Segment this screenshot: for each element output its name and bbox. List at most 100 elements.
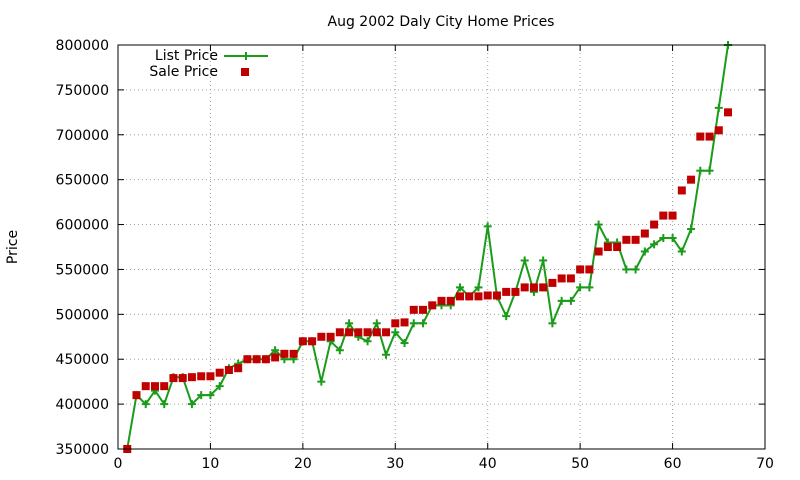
data-point-list-price (659, 234, 668, 243)
data-point-sale-price (557, 274, 566, 283)
data-point-list-price (400, 339, 409, 348)
data-point-sale-price (206, 372, 215, 381)
data-point-list-price (317, 377, 326, 386)
data-point-sale-price (372, 328, 381, 337)
data-point-list-price (455, 283, 464, 292)
data-point-sale-price (335, 328, 344, 337)
y-tick-label: 350000 (56, 442, 109, 458)
data-point-sale-price (178, 374, 187, 383)
data-point-sale-price (141, 382, 150, 391)
x-tick-label: 30 (386, 456, 404, 472)
data-point-sale-price (455, 292, 464, 301)
legend: List Price Sale Price (149, 48, 268, 80)
data-point-sale-price (419, 305, 428, 314)
grid (118, 45, 765, 449)
data-point-sale-price (317, 332, 326, 341)
data-point-sale-price (150, 382, 159, 391)
y-tick-label: 650000 (56, 173, 109, 189)
data-point-sale-price (308, 337, 317, 346)
y-tick-label: 550000 (56, 262, 109, 278)
data-point-sale-price (724, 108, 733, 117)
data-point-sale-price (298, 337, 307, 346)
data-point-list-price (382, 350, 391, 359)
data-point-sale-price (492, 291, 501, 300)
data-point-sale-price (613, 243, 622, 251)
data-point-list-price (271, 346, 280, 355)
data-point-sale-price (234, 364, 243, 373)
data-point-sale-price (631, 235, 640, 244)
data-point-sale-price (252, 355, 261, 364)
data-point-list-price (566, 296, 575, 305)
data-point-sale-price (585, 265, 594, 274)
legend-marker-list-price (242, 52, 250, 60)
data-point-sale-price (483, 291, 492, 300)
data-point-list-price (141, 400, 150, 409)
data-point-sale-price (261, 355, 270, 364)
data-point-list-price (640, 247, 649, 256)
data-point-list-price (714, 103, 723, 112)
data-point-list-price (520, 256, 529, 265)
data-point-list-price (197, 391, 206, 400)
data-point-list-price (557, 296, 566, 305)
data-point-sale-price (187, 373, 196, 382)
series-line-list-price (126, 44, 729, 450)
data-point-list-price (345, 319, 354, 328)
data-point-list-price (187, 400, 196, 409)
data-point-list-price (363, 337, 372, 346)
data-point-sale-price (576, 265, 585, 274)
data-point-list-price (206, 391, 215, 400)
data-point-sale-price (529, 283, 538, 292)
data-point-sale-price (714, 126, 723, 135)
plot-area (123, 41, 733, 453)
x-tick-label: 10 (202, 456, 220, 472)
data-point-list-price (548, 319, 557, 328)
data-point-sale-price (502, 287, 511, 296)
y-tick-label: 450000 (56, 352, 109, 368)
data-point-list-price (391, 328, 400, 337)
x-tick-label: 40 (479, 456, 497, 472)
y-tick-label: 750000 (56, 83, 109, 99)
legend-label-sale-price: Sale Price (149, 64, 218, 80)
data-point-list-price (668, 234, 677, 243)
axis-ticks (117, 44, 766, 450)
data-point-sale-price (400, 318, 409, 327)
x-tick-label: 60 (664, 456, 682, 472)
y-tick-labels: 350000 400000 450000 500000 550000 600000 6500… (56, 38, 109, 458)
data-point-sale-price (668, 211, 677, 220)
chart-title: Aug 2002 Daly City Home Prices (328, 14, 555, 30)
data-point-sale-price (271, 353, 280, 362)
data-point-sale-price (548, 278, 557, 287)
data-point-sale-price (446, 296, 455, 305)
data-point-sale-price (437, 296, 446, 305)
data-point-list-price (696, 166, 705, 175)
data-point-list-price (622, 265, 631, 274)
data-point-list-price (372, 319, 381, 328)
data-point-list-price (483, 222, 492, 231)
y-tick-label: 800000 (56, 38, 109, 54)
data-point-sale-price (659, 211, 668, 220)
data-point-sale-price (215, 368, 224, 377)
data-point-sale-price (224, 365, 233, 374)
data-point-list-price (419, 319, 428, 328)
x-tick-label: 0 (114, 456, 123, 472)
data-point-sale-price (363, 328, 372, 337)
data-point-list-price (502, 312, 511, 321)
data-point-sale-price (539, 283, 548, 292)
data-point-sale-price (428, 301, 437, 310)
data-point-list-price (539, 256, 548, 265)
data-point-list-price (215, 382, 224, 391)
data-point-sale-price (566, 274, 575, 283)
data-point-sale-price (197, 372, 206, 381)
data-point-sale-price (289, 349, 298, 358)
y-tick-label: 600000 (56, 218, 109, 234)
data-point-list-price (631, 265, 640, 274)
data-point-list-price (576, 283, 585, 292)
x-tick-label: 50 (571, 456, 589, 472)
x-tick-label: 20 (294, 456, 312, 472)
data-point-sale-price (391, 319, 400, 328)
data-point-sale-price (354, 328, 363, 337)
data-point-list-price (474, 283, 483, 292)
x-tick-labels: 0 10 20 30 40 50 60 70 (114, 456, 774, 472)
data-point-list-price (705, 166, 714, 175)
